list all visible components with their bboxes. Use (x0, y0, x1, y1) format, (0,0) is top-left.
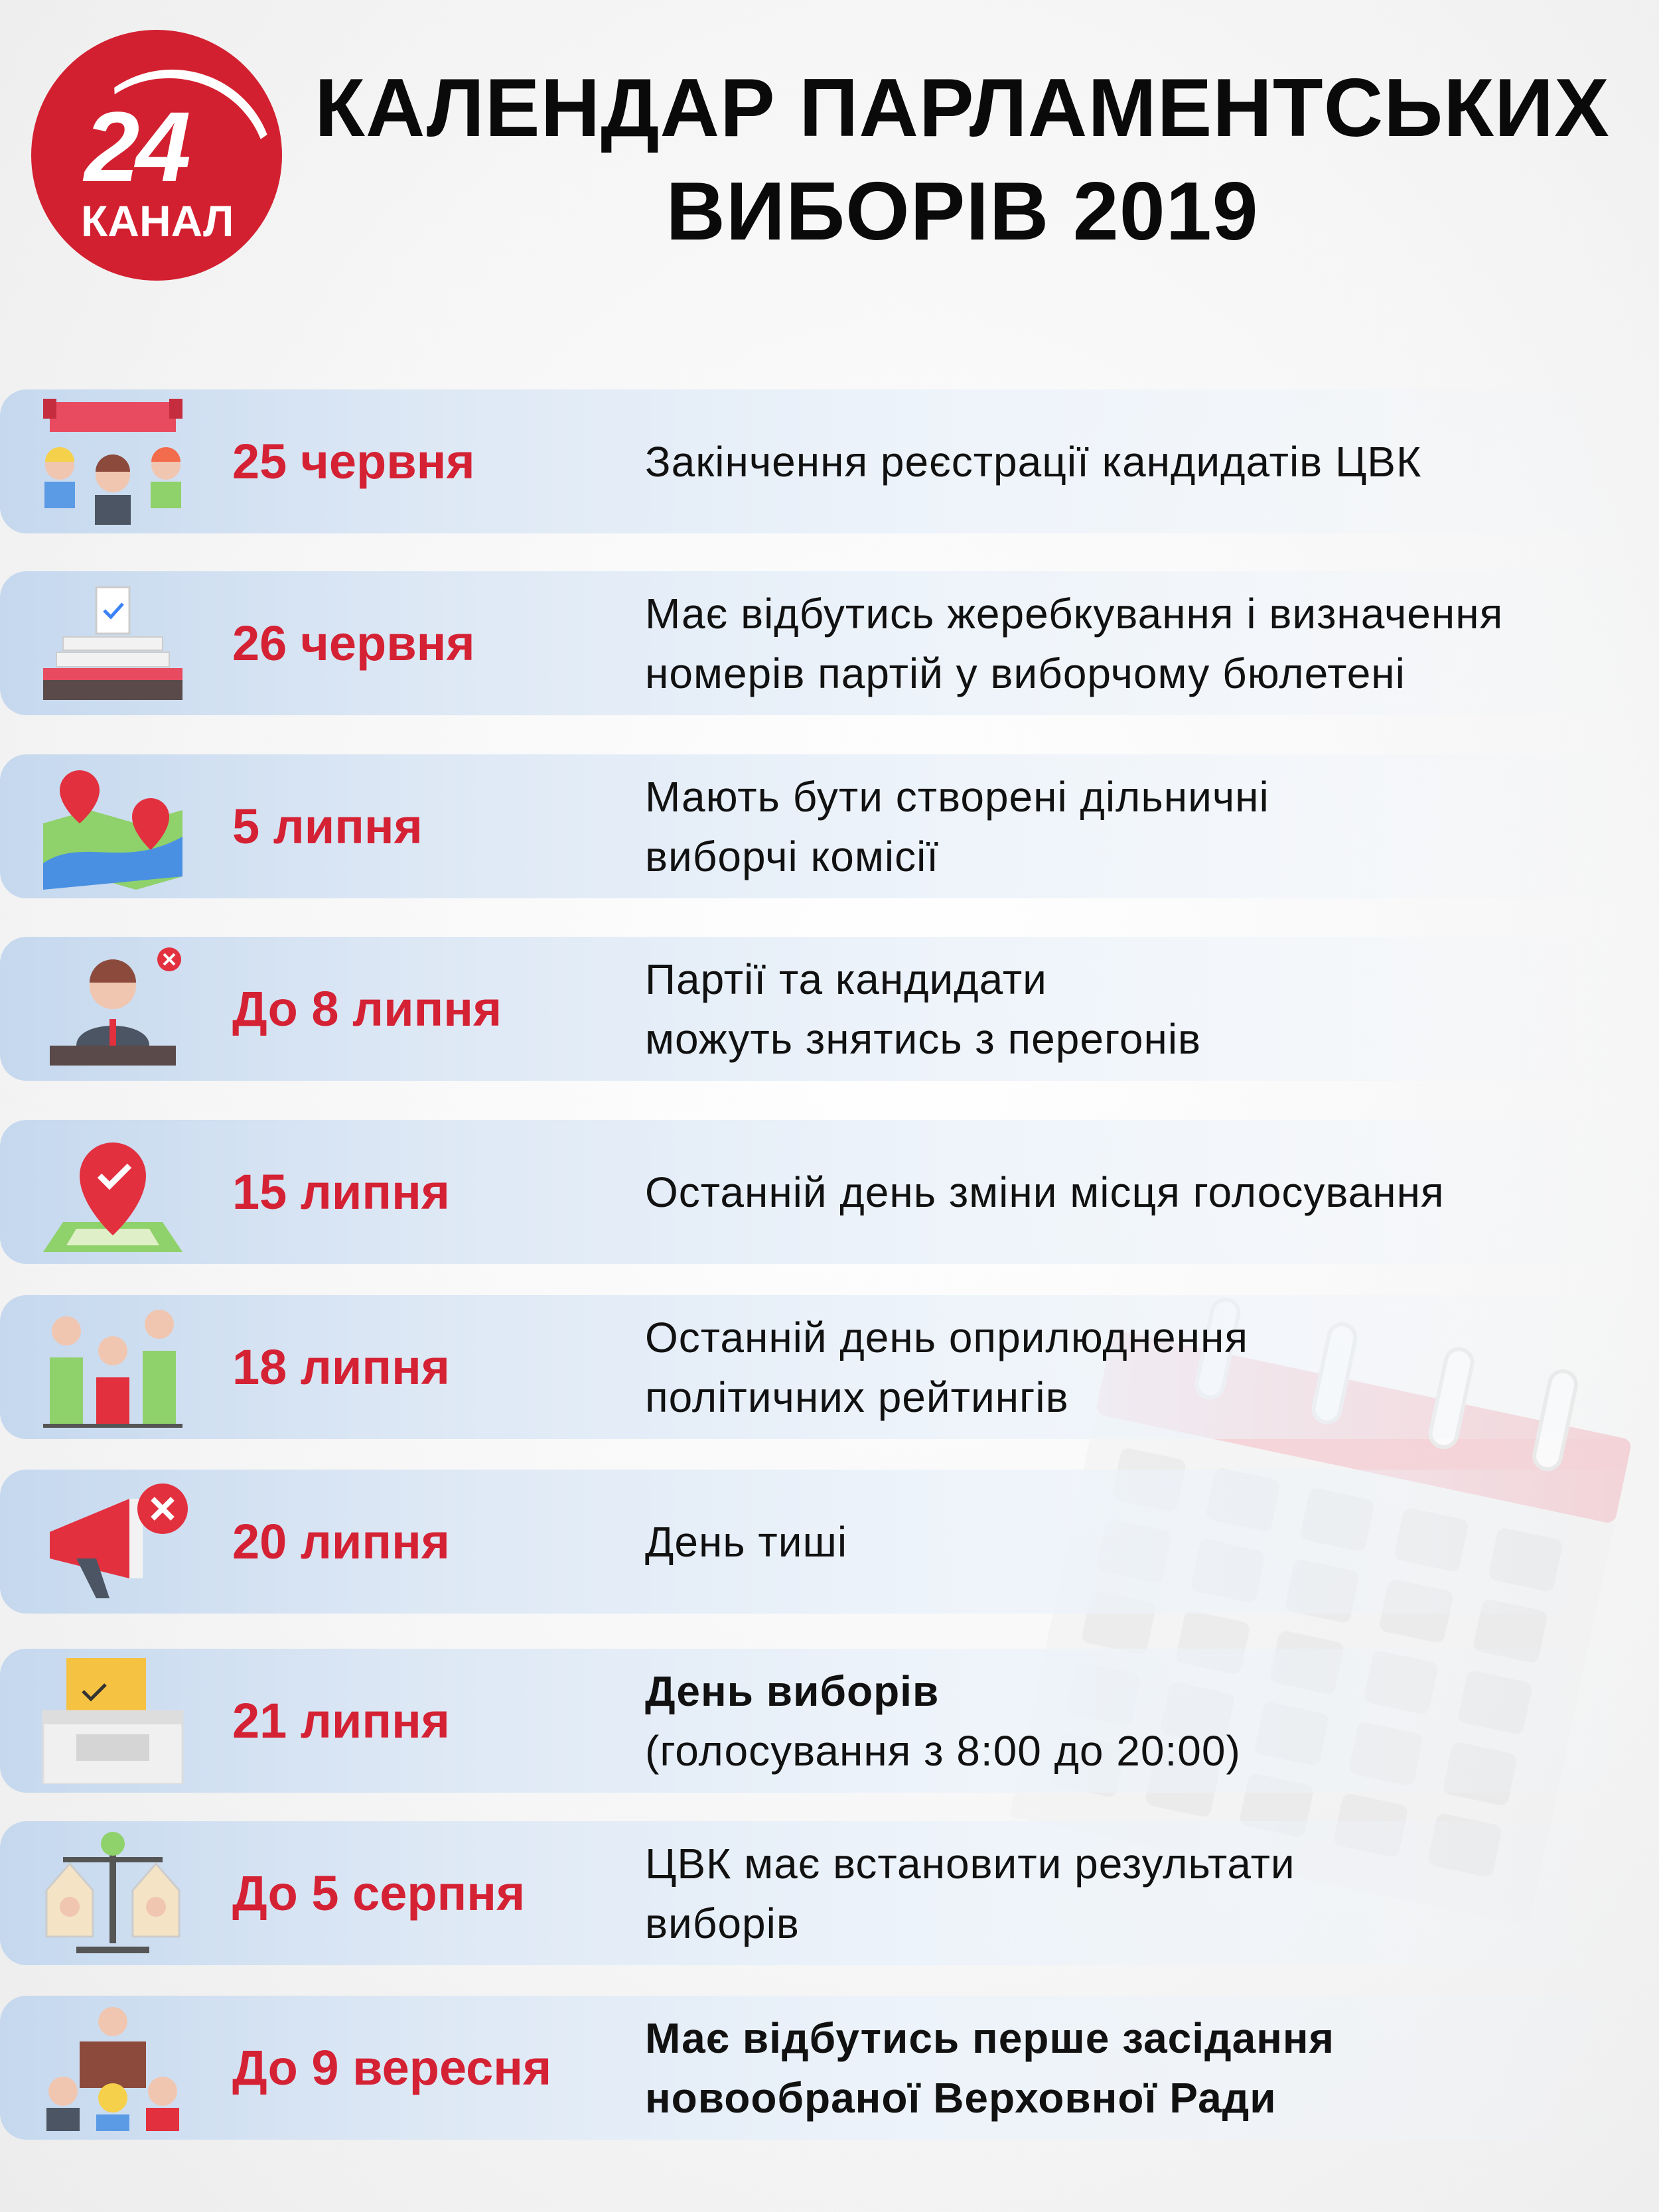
parliament-session-icon (46, 2007, 179, 2131)
event-description: ЦВК має встановити результати виборів (645, 1821, 1295, 1965)
event-date: 18 липня (232, 1340, 450, 1395)
description-line: (голосування з 8:00 до 20:00) (645, 1726, 1241, 1775)
logo-word: КАНАЛ (81, 196, 234, 245)
candidates-banner-icon (43, 399, 182, 525)
description-line: Має відбутись жеребкування і визначення (645, 589, 1504, 638)
logo-number: 24 (84, 91, 191, 202)
event-row: До 5 серпня ЦВК має встановити результат… (0, 1821, 1659, 1965)
event-description: Останній день оприлюднення політичних рей… (645, 1295, 1248, 1439)
event-date: До 8 липня (232, 981, 502, 1036)
description-line: Закінчення реєстрації кандидатів ЦВК (645, 437, 1422, 486)
description-line: Останній день зміни місця голосування (645, 1168, 1445, 1216)
description-line: ЦВК має встановити результати (645, 1839, 1295, 1888)
event-date: 26 червня (232, 616, 475, 671)
page-title: КАЛЕНДАР ПАРЛАМЕНТСЬКИХ ВИБОРІВ 2019 (285, 56, 1639, 263)
event-description: Має відбутись жеребкування і визначення н… (645, 571, 1503, 715)
channel-24-logo: 24 КАНАЛ (31, 30, 303, 301)
event-date: До 9 вересня (232, 2040, 552, 2095)
event-row: 20 липня День тиші (0, 1470, 1659, 1614)
description-line: виборів (645, 1899, 800, 1947)
ratings-chart-icon (43, 1310, 182, 1428)
description-line: Мають бути створені дільничні (645, 772, 1269, 821)
description-line: День виборів (645, 1667, 940, 1715)
event-row: 18 липня Останній день оприлюднення політ… (0, 1295, 1659, 1439)
description-line: можуть знятись з перегонів (645, 1014, 1202, 1063)
scales-icon (45, 1832, 180, 1953)
event-description: Мають бути створені дільничні виборчі ком… (645, 754, 1269, 898)
event-description: Має відбутись перше засідання новообраної… (645, 1996, 1334, 2140)
speaker-withdraw-icon (50, 947, 181, 1066)
event-description: День тиші (645, 1470, 847, 1614)
event-date: 15 липня (232, 1164, 450, 1219)
description-line: Останній день оприлюднення (645, 1313, 1248, 1361)
title-line-1: КАЛЕНДАР ПАРЛАМЕНТСЬКИХ (315, 62, 1610, 154)
location-pin-icon (43, 1142, 182, 1252)
event-row: 5 липня Мають бути створені дільничні виб… (0, 754, 1659, 898)
description-line: Має відбутись перше засідання (645, 2014, 1334, 2062)
description-line: новообраної Верховної Ради (645, 2073, 1277, 2122)
description-line: виборчі комісії (645, 832, 940, 880)
event-description: День виборів (голосування з 8:00 до 20:00… (645, 1649, 1241, 1793)
event-description: Партії та кандидати можуть знятись з пере… (645, 937, 1201, 1081)
event-row: 15 липня Останній день зміни місця голос… (0, 1120, 1659, 1264)
title-line-2: ВИБОРІВ 2019 (666, 166, 1259, 257)
map-pins-icon (43, 770, 182, 890)
event-date: 21 липня (232, 1693, 450, 1748)
event-date: До 5 серпня (232, 1866, 526, 1921)
event-date: 20 липня (232, 1514, 450, 1569)
description-line: політичних рейтингів (645, 1373, 1069, 1421)
description-line: Партії та кандидати (645, 955, 1047, 1003)
event-row: 25 червня Закінчення реєстрації кандидат… (0, 389, 1659, 533)
event-description: Останній день зміни місця голосування (645, 1120, 1445, 1264)
megaphone-off-icon (50, 1484, 188, 1598)
ballot-box-icon (42, 1658, 184, 1784)
event-row: 21 липня День виборів (голосування з 8:00… (0, 1649, 1659, 1793)
event-row: До 8 липня Партії та кандидати можуть зня… (0, 937, 1659, 1081)
event-date: 25 червня (232, 434, 475, 489)
description-line: номерів партій у виборчому бюлетені (645, 649, 1406, 697)
event-row: 26 червня Має відбутись жеребкування і в… (0, 571, 1659, 715)
description-line: День тиші (645, 1517, 848, 1566)
event-row: До 9 вересня Має відбутись перше засідан… (0, 1996, 1659, 2140)
event-description: Закінчення реєстрації кандидатів ЦВК (645, 389, 1421, 533)
ballot-stack-icon (43, 586, 182, 700)
event-date: 5 липня (232, 799, 423, 854)
